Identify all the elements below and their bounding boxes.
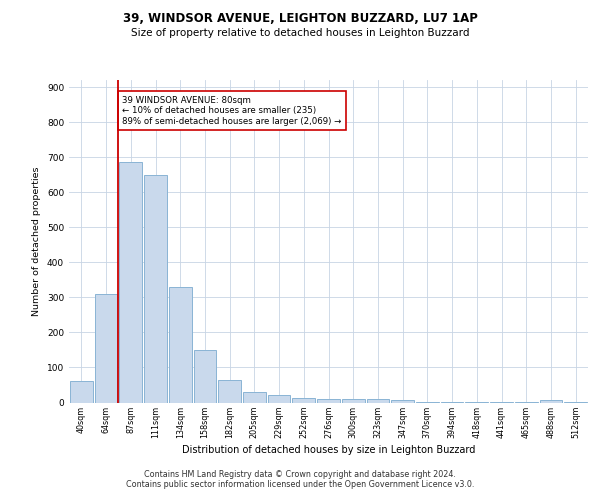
Bar [95, 294, 118, 403]
Bar [292, 398, 315, 402]
Bar [317, 399, 340, 402]
Text: Contains HM Land Registry data © Crown copyright and database right 2024.
Contai: Contains HM Land Registry data © Crown c… [126, 470, 474, 489]
Bar [243, 392, 266, 402]
Bar [342, 399, 365, 402]
Bar [268, 396, 290, 402]
X-axis label: Distribution of detached houses by size in Leighton Buzzard: Distribution of detached houses by size … [182, 445, 475, 455]
Bar [539, 400, 562, 402]
Text: Size of property relative to detached houses in Leighton Buzzard: Size of property relative to detached ho… [131, 28, 469, 38]
Text: 39 WINDSOR AVENUE: 80sqm
← 10% of detached houses are smaller (235)
89% of semi-: 39 WINDSOR AVENUE: 80sqm ← 10% of detach… [122, 96, 341, 126]
Text: 39, WINDSOR AVENUE, LEIGHTON BUZZARD, LU7 1AP: 39, WINDSOR AVENUE, LEIGHTON BUZZARD, LU… [122, 12, 478, 26]
Y-axis label: Number of detached properties: Number of detached properties [32, 166, 41, 316]
Bar [391, 400, 414, 402]
Bar [144, 174, 167, 402]
Bar [367, 399, 389, 402]
Bar [169, 287, 191, 403]
Bar [194, 350, 216, 403]
Bar [119, 162, 142, 402]
Bar [70, 381, 93, 402]
Bar [218, 380, 241, 402]
